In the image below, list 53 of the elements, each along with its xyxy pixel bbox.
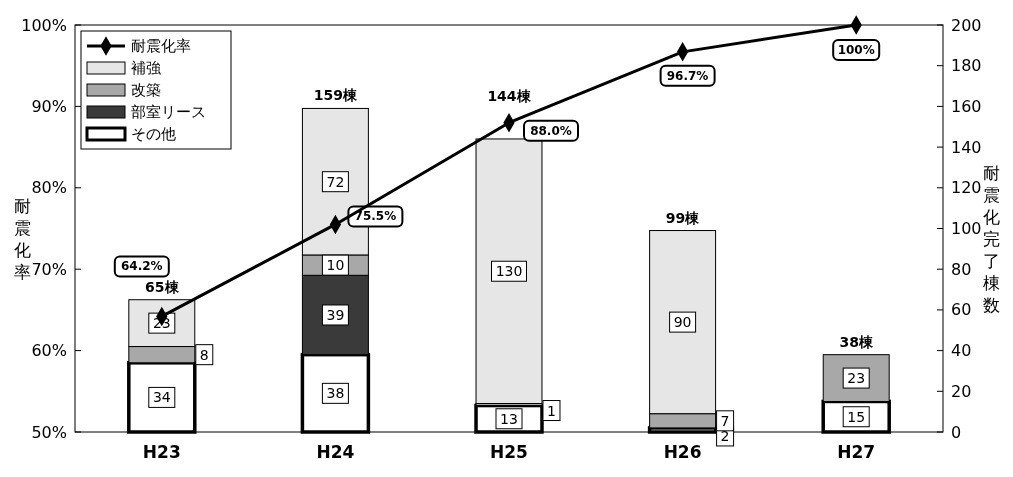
total-label: 159棟 xyxy=(313,87,359,104)
x-tick-label: H24 xyxy=(316,442,355,462)
data-label: 39 xyxy=(326,306,345,323)
data-label: 34 xyxy=(152,389,171,406)
data-label: 38 xyxy=(326,385,345,402)
legend-label: 補強 xyxy=(131,59,161,77)
data-label: 130 xyxy=(495,263,523,280)
total-label: 144棟 xyxy=(487,87,532,104)
y2-tick-label: 80 xyxy=(951,259,972,279)
data-label: 23 xyxy=(847,370,866,387)
total-label: 65棟 xyxy=(145,278,180,295)
y2-tick-label: 40 xyxy=(951,341,972,361)
data-label: 88.0% xyxy=(530,123,572,138)
y2-tick-label: 60 xyxy=(951,300,972,320)
y2-tick-label: 0 xyxy=(951,422,962,442)
data-label: 96.7% xyxy=(666,68,709,83)
data-label: 10 xyxy=(326,257,345,274)
y2-tick-label: 140 xyxy=(951,137,982,157)
data-label: 90 xyxy=(673,314,692,331)
x-tick-label: H26 xyxy=(663,442,702,462)
x-tick-label: H27 xyxy=(837,442,876,462)
x-tick-label: H25 xyxy=(490,442,528,462)
y-tick-label: 80% xyxy=(31,178,67,198)
y-tick-label: 100% xyxy=(21,15,67,35)
y2-tick-label: 100 xyxy=(951,219,982,238)
x-tick-label: H23 xyxy=(142,442,181,462)
total-label: 38棟 xyxy=(839,333,874,350)
y-tick-label: 60% xyxy=(31,341,67,361)
y-axis-title: 耐震化率 xyxy=(13,195,31,282)
data-label: 2 xyxy=(720,427,730,444)
legend-label: その他 xyxy=(131,125,176,143)
data-label: 1 xyxy=(547,402,556,419)
data-label: 72 xyxy=(326,173,345,190)
y2-tick-label: 200 xyxy=(951,15,982,35)
data-label: 8 xyxy=(199,346,209,363)
data-label: 64.2% xyxy=(120,259,163,274)
legend-label: 改築 xyxy=(131,81,161,99)
y2-tick-label: 120 xyxy=(951,178,982,198)
data-label: 75.5% xyxy=(354,209,397,224)
y2-tick-label: 20 xyxy=(951,381,972,401)
data-label: 7 xyxy=(720,412,730,429)
y2-axis-title: 耐震化完了棟数 xyxy=(982,162,1000,315)
data-label: 13 xyxy=(500,410,518,427)
y-tick-label: 50% xyxy=(31,422,67,442)
y-tick-label: 70% xyxy=(31,259,67,279)
legend-label: 部室リース xyxy=(131,103,206,121)
data-label: 100% xyxy=(837,43,875,57)
data-label: 15 xyxy=(847,408,866,425)
y2-tick-label: 180 xyxy=(951,56,982,76)
legend-label: 耐震化率 xyxy=(131,37,191,55)
y2-tick-label: 160 xyxy=(951,96,982,116)
y-tick-label: 90% xyxy=(31,96,67,116)
total-label: 99棟 xyxy=(665,209,701,226)
